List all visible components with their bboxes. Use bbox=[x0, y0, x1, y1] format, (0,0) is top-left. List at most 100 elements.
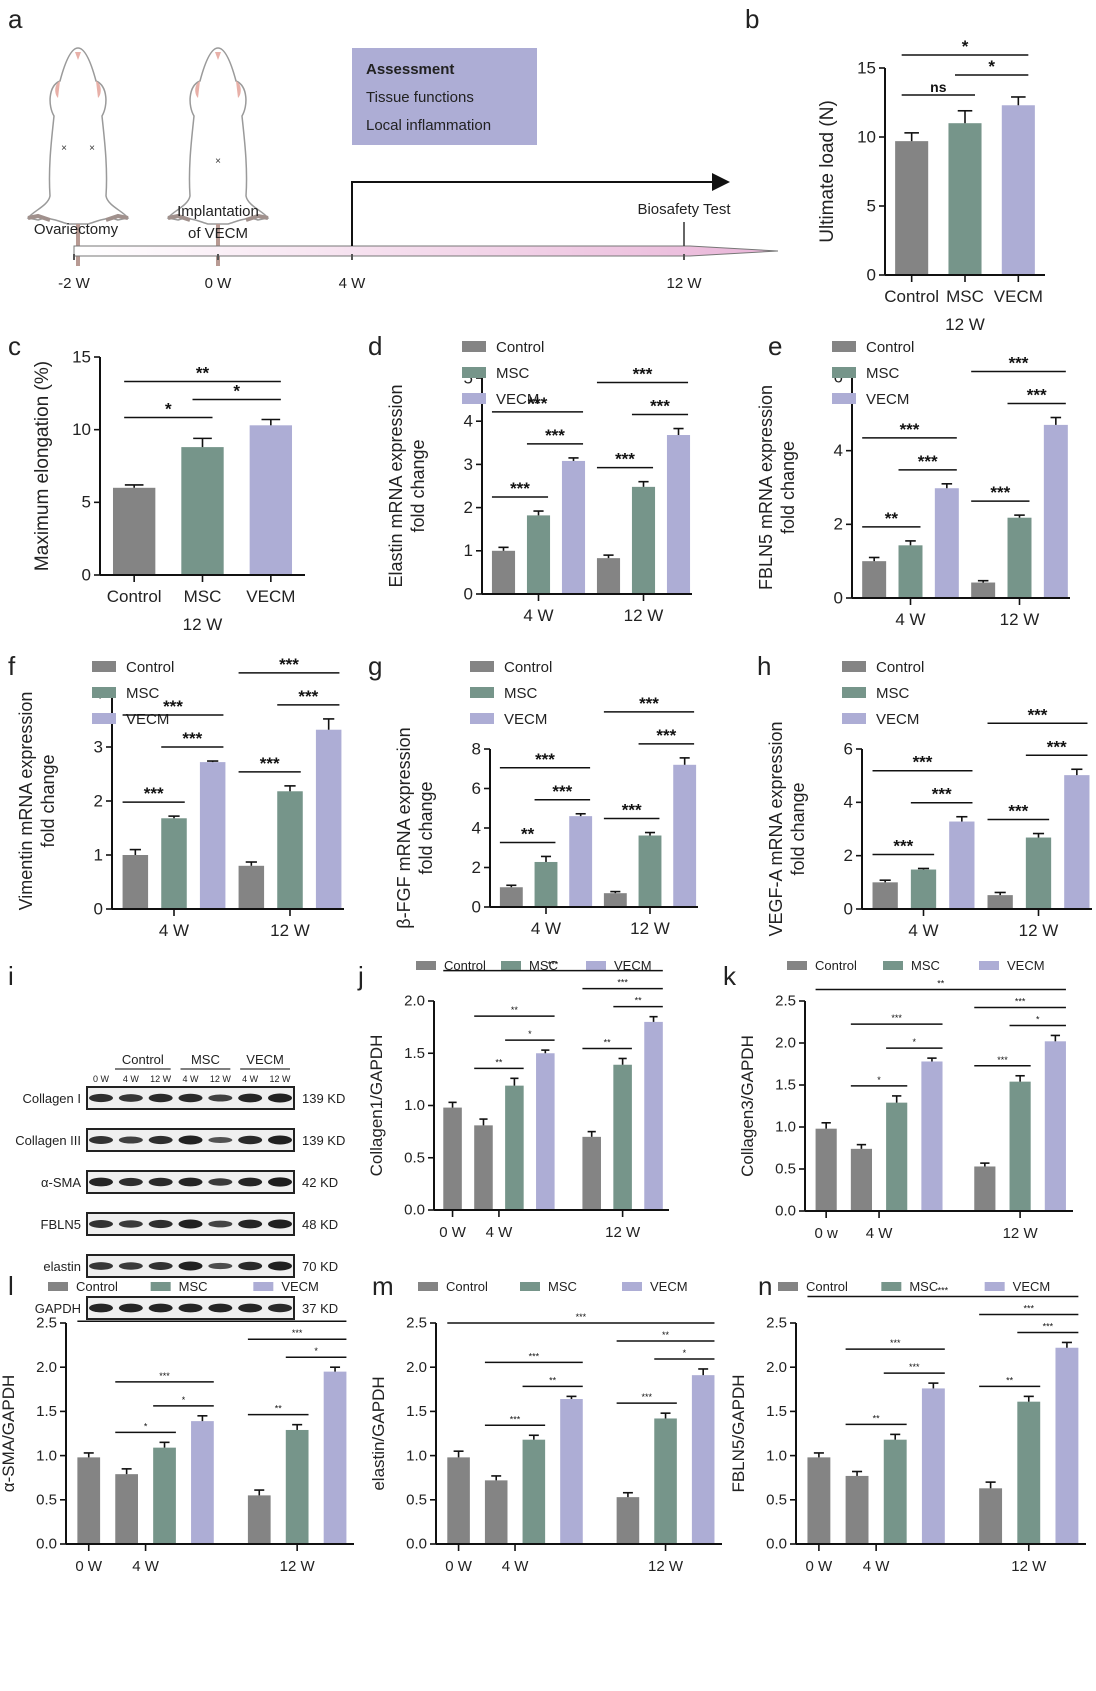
x-tick-label: MSC bbox=[184, 587, 222, 606]
y-tick-label: 4 bbox=[472, 818, 481, 837]
y-axis-label: fold change bbox=[778, 441, 798, 534]
x-tick-label: 12 W bbox=[1000, 610, 1040, 629]
significance-label: *** bbox=[260, 754, 280, 773]
chart-g: 0 2 4 6 8 4 W 12 W β-FGF mRNA expression fold ch… bbox=[394, 659, 698, 938]
panel-letter-a: a bbox=[8, 4, 23, 34]
blot-band bbox=[89, 1220, 113, 1228]
y-tick-label: 2.5 bbox=[406, 1315, 427, 1332]
y-tick-label: 2.5 bbox=[775, 993, 796, 1010]
y-axis-label: Collagen1/GAPDH bbox=[367, 1035, 386, 1177]
mouse-illustration-0: × × bbox=[26, 47, 130, 266]
y-tick-label: 1.0 bbox=[766, 1447, 787, 1464]
y-axis-label: Vimentin mRNA expression bbox=[16, 692, 36, 911]
y-axis-label: VEGF-A mRNA expression bbox=[766, 721, 786, 936]
bar bbox=[112, 487, 156, 575]
blot-band bbox=[268, 1135, 292, 1145]
significance-label: *** bbox=[890, 1338, 901, 1348]
significance-label: *** bbox=[650, 397, 670, 416]
significance-label: ** bbox=[662, 1330, 670, 1340]
blot-band bbox=[178, 1177, 203, 1187]
significance-label: * bbox=[528, 1029, 532, 1039]
legend-label: MSC bbox=[548, 1279, 577, 1294]
blot-size-label: 70 KD bbox=[302, 1259, 338, 1274]
lane-label: 0 W bbox=[93, 1074, 110, 1084]
blot-band bbox=[118, 1220, 143, 1228]
x-tick-label: 12 W bbox=[270, 921, 310, 940]
panel-letter-l: l bbox=[8, 1271, 14, 1301]
y-tick-label: 0.0 bbox=[775, 1203, 796, 1220]
y-tick-label: 0 bbox=[464, 584, 473, 603]
blot-row: elastin 70 KD bbox=[43, 1254, 338, 1278]
lane-label: 12 W bbox=[150, 1074, 172, 1084]
x-tick-label: 12 W bbox=[1003, 1225, 1039, 1242]
blot-size-label: 139 KD bbox=[302, 1091, 345, 1106]
x-tick-label: 12 W bbox=[648, 1558, 684, 1575]
x-tick-label: 12 W bbox=[624, 606, 664, 625]
significance-label: *** bbox=[1047, 737, 1067, 756]
y-tick-label: 2 bbox=[94, 791, 103, 810]
blot-band bbox=[208, 1136, 233, 1144]
significance-label: *** bbox=[893, 836, 913, 855]
significance-label: ** bbox=[511, 1005, 519, 1015]
blot-size-label: 48 KD bbox=[302, 1217, 338, 1232]
x-tick-label: 12 W bbox=[280, 1558, 316, 1575]
y-tick-label: 2.5 bbox=[36, 1315, 57, 1332]
blot-band bbox=[268, 1219, 292, 1229]
significance-label: *** bbox=[528, 394, 548, 413]
significance-label: *** bbox=[1028, 705, 1048, 724]
timeline-time-label: -2 W bbox=[58, 275, 91, 292]
y-tick-label: 0 bbox=[834, 588, 843, 607]
significance-label: *** bbox=[1009, 354, 1029, 373]
assessment-item: Tissue functions bbox=[366, 89, 474, 106]
panel-letter-h: h bbox=[757, 651, 771, 681]
chart-b: 0 5 10 15 Control MSC VECM 12 W Ultimate load (N… bbox=[817, 37, 1045, 334]
legend-label: MSC bbox=[911, 958, 940, 973]
bar bbox=[560, 1399, 583, 1544]
blot-band bbox=[268, 1093, 292, 1103]
bar bbox=[815, 1128, 837, 1211]
x-tick-label: 12 W bbox=[1019, 921, 1059, 940]
significance-label: * bbox=[144, 1421, 148, 1431]
legend-label: VECM bbox=[614, 958, 652, 973]
legend-label: Control bbox=[496, 339, 544, 356]
x-tick-label: 4 W bbox=[531, 919, 561, 938]
assessment-title: Assessment bbox=[366, 61, 454, 78]
bar bbox=[666, 435, 691, 594]
blot-protein-label: Collagen III bbox=[15, 1133, 81, 1148]
y-tick-label: 1.5 bbox=[766, 1403, 787, 1420]
panel-letter-n: n bbox=[758, 1271, 772, 1301]
bar bbox=[910, 869, 937, 909]
timeline-time-label: 4 W bbox=[339, 275, 367, 292]
significance-label: *** bbox=[639, 694, 659, 713]
chart-k: 0.0 0.5 1.0 1.5 2.0 2.5 0 w 4 W 12 W Collagen3/GA… bbox=[738, 958, 1073, 1242]
y-tick-label: 15 bbox=[857, 58, 876, 77]
legend-label: VECM bbox=[866, 391, 909, 408]
bar bbox=[1064, 775, 1090, 909]
bar bbox=[886, 1102, 908, 1211]
bar bbox=[987, 895, 1013, 909]
event-label: Biosafety Test bbox=[637, 201, 731, 218]
y-tick-label: 10 bbox=[857, 127, 876, 146]
significance-label: *** bbox=[144, 784, 164, 803]
significance-label: *** bbox=[1027, 386, 1047, 405]
significance-label: *** bbox=[552, 782, 572, 801]
x-axis-label: 12 W bbox=[945, 315, 985, 334]
blot-band bbox=[268, 1177, 292, 1187]
y-tick-label: 2.0 bbox=[775, 1035, 796, 1052]
significance-label: *** bbox=[615, 450, 635, 469]
legend-label: VECM bbox=[496, 391, 539, 408]
significance-label: *** bbox=[913, 753, 933, 772]
incision-mark-icon: × bbox=[215, 156, 221, 167]
bar bbox=[948, 123, 982, 275]
significance-label: *** bbox=[1008, 802, 1028, 821]
legend-swatch bbox=[842, 661, 866, 672]
significance-label: ** bbox=[1006, 1375, 1014, 1385]
mouse-body bbox=[26, 47, 130, 225]
blot-protein-label: FBLN5 bbox=[41, 1217, 81, 1232]
y-tick-label: 1.0 bbox=[775, 1119, 796, 1136]
blot-band bbox=[178, 1093, 203, 1103]
legend-swatch bbox=[48, 1282, 68, 1291]
legend-label: MSC bbox=[866, 365, 900, 382]
